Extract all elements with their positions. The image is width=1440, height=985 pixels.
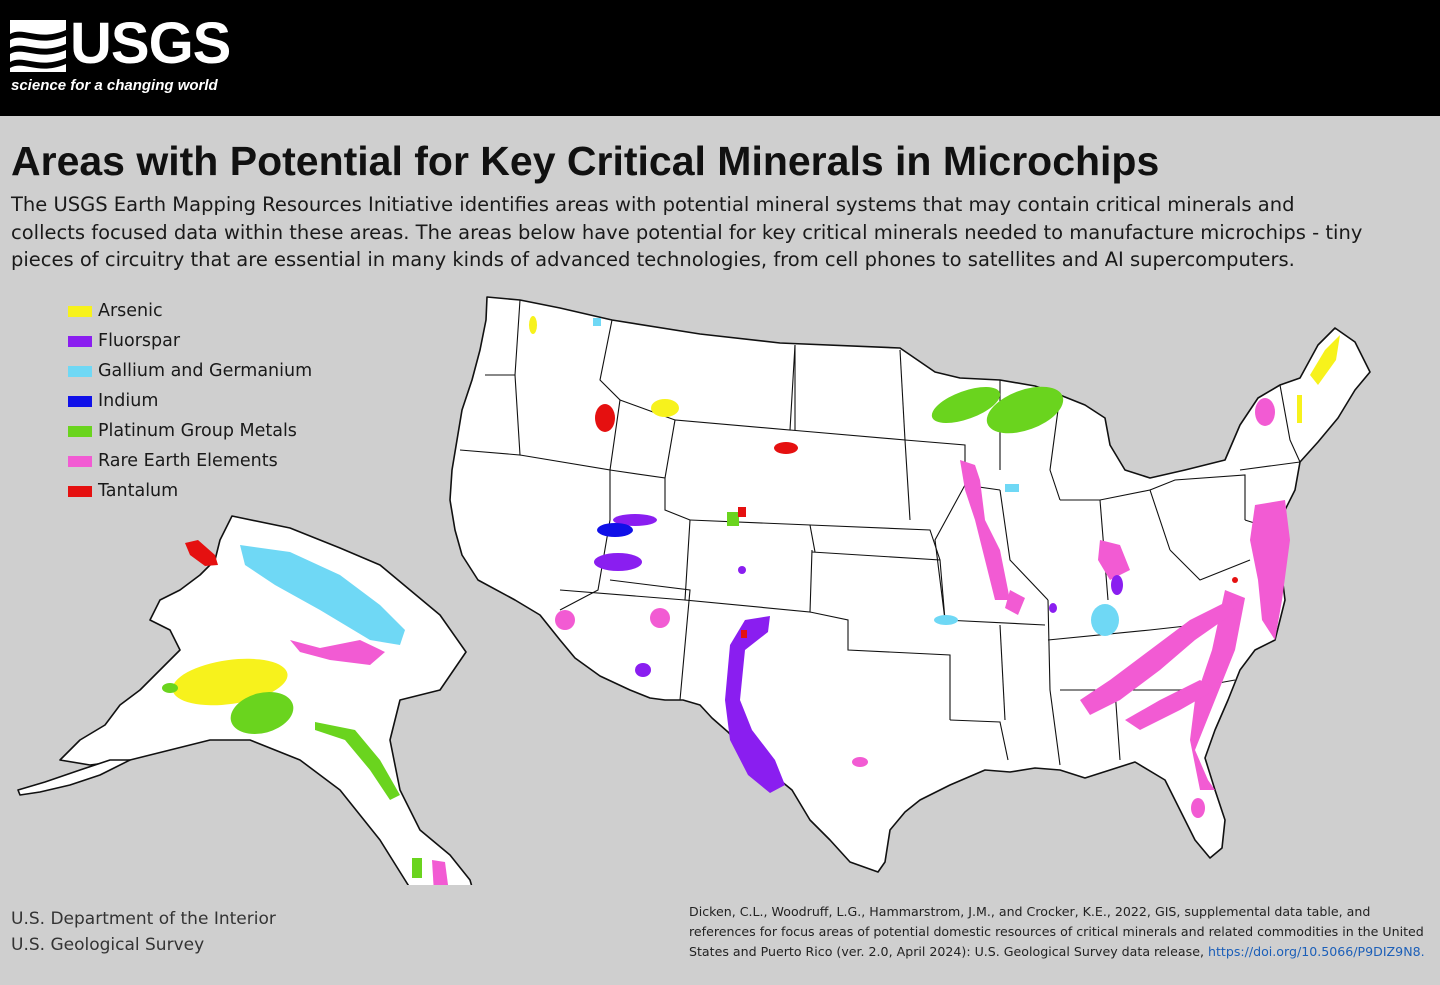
legend-label: Rare Earth Elements — [98, 451, 278, 471]
legend-item-gallium-germanium: Gallium and Germanium — [68, 356, 312, 386]
citation: Dicken, C.L., Woodruff, L.G., Hammarstro… — [689, 902, 1439, 962]
legend-swatch — [68, 455, 92, 467]
legend-label: Arsenic — [98, 301, 163, 321]
page-title: Areas with Potential for Key Critical Mi… — [11, 138, 1160, 184]
citation-line: Dicken, C.L., Woodruff, L.G., Hammarstro… — [689, 904, 1371, 919]
legend-item-rare-earth-elements: Rare Earth Elements — [68, 446, 312, 476]
intro-line: pieces of circuitry that are essential i… — [11, 248, 1295, 271]
citation-line-last: States and Puerto Rico (ver. 2.0, April … — [689, 942, 1439, 962]
citation-line: references for focus areas of potential … — [689, 924, 1424, 939]
agency-credit: U.S. Department of the Interior U.S. Geo… — [11, 906, 276, 958]
usgs-tagline: science for a changing world — [11, 77, 218, 94]
intro-paragraph: The USGS Earth Mapping Resources Initiat… — [11, 191, 1431, 274]
legend-item-indium: Indium — [68, 386, 312, 416]
alaska-peninsula — [17, 759, 131, 796]
legend-swatch — [68, 395, 92, 407]
intro-line: collects focused data within these areas… — [11, 220, 1363, 244]
usgs-logo-text: USGS — [70, 11, 231, 76]
legend-swatch — [68, 335, 92, 347]
gallium-germanium-areas — [240, 318, 1119, 645]
legend-label: Gallium and Germanium — [98, 361, 313, 381]
agency-line: U.S. Geological Survey — [11, 935, 205, 955]
tantalum-areas — [185, 404, 1238, 638]
fluorspar-areas — [594, 514, 1123, 793]
platinum-group-metals-areas — [162, 386, 1064, 878]
rare-earth-areas — [290, 398, 1290, 885]
legend-item-arsenic: Arsenic — [68, 296, 312, 326]
legend-swatch — [68, 425, 92, 437]
map-legend: Arsenic Fluorspar Gallium and Germanium … — [68, 296, 312, 506]
legend-label: Platinum Group Metals — [98, 421, 297, 441]
legend-swatch — [68, 485, 92, 497]
us-map — [17, 296, 1371, 885]
legend-item-platinum-group-metals: Platinum Group Metals — [68, 416, 312, 446]
legend-swatch — [68, 305, 92, 317]
usgs-wave-logo-icon — [10, 20, 66, 72]
legend-label: Tantalum — [98, 481, 179, 501]
doi-link[interactable]: https://doi.org/10.5066/P9DIZ9N8. — [1207, 944, 1425, 959]
indium-areas — [597, 523, 633, 537]
legend-label: Fluorspar — [98, 331, 181, 351]
header-bar: USGS science for a changing world — [0, 0, 1440, 116]
legend-item-fluorspar: Fluorspar — [68, 326, 312, 356]
legend-swatch — [68, 365, 92, 377]
legend-item-tantalum: Tantalum — [68, 476, 312, 506]
intro-line: The USGS Earth Mapping Resources Initiat… — [11, 193, 1295, 216]
agency-line: U.S. Department of the Interior — [11, 909, 276, 929]
conterminous-us-outline — [449, 296, 1371, 873]
citation-line: States and Puerto Rico (ver. 2.0, April … — [689, 944, 1208, 959]
legend-label: Indium — [98, 391, 159, 411]
state-boundaries — [459, 299, 1301, 766]
